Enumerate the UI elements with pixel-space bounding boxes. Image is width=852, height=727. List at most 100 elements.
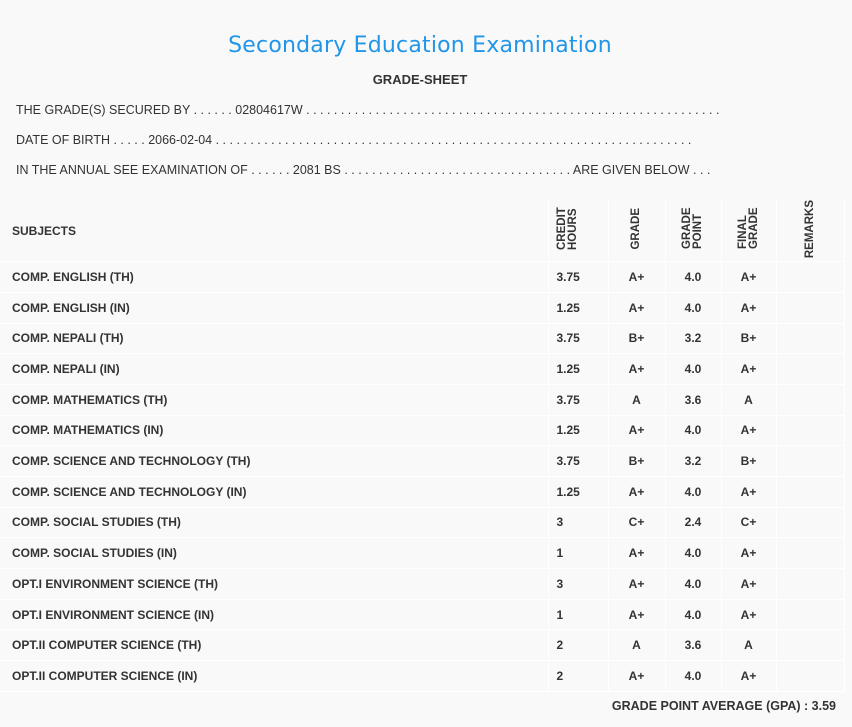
grade-cell: A+ (608, 599, 666, 631)
final-grade-cell: A+ (721, 261, 777, 293)
table-row: COMP. SOCIAL STUDIES (IN) 1 A+ 4.0 A+ (0, 537, 845, 570)
subject-cell: COMP. SOCIAL STUDIES (IN) (0, 537, 549, 570)
grade-cell: A+ (608, 660, 666, 692)
gpa-summary: GRADE POINT AVERAGE (GPA) : 3.59 (611, 699, 836, 713)
credit-hours-cell: 3 (548, 507, 609, 539)
grade-cell: A+ (608, 476, 666, 508)
remarks-cell (776, 353, 845, 385)
credit-hours-cell: 3.75 (548, 445, 609, 477)
grade-table: SUBJECTS CREDIT HOURS GRADE GRADE POINT … (0, 200, 845, 692)
subject-cell: COMP. SCIENCE AND TECHNOLOGY (IN) (0, 476, 549, 508)
table-row: OPT.II COMPUTER SCIENCE (IN) 2 A+ 4.0 A+ (0, 660, 845, 692)
header-credit-hours: CREDIT HOURS (548, 200, 609, 263)
credit-hours-cell: 3.75 (548, 384, 609, 416)
header-grade-point: GRADE POINT (665, 200, 722, 263)
remarks-cell (776, 568, 845, 600)
grade-cell: B+ (608, 445, 666, 477)
header-final-grade: FINAL GRADE (721, 200, 777, 263)
table-row: OPT.II COMPUTER SCIENCE (TH) 2 A 3.6 A (0, 629, 845, 662)
header-grade-point-text: GRADE POINT (681, 207, 704, 250)
grade-point-cell: 3.6 (665, 384, 722, 416)
remarks-cell (776, 507, 845, 539)
table-row: OPT.I ENVIRONMENT SCIENCE (TH) 3 A+ 4.0 A+ (0, 568, 845, 600)
grade-cell: A+ (608, 537, 666, 570)
subject-cell: COMP. MATHEMATICS (TH) (0, 384, 549, 416)
grade-cell: A (608, 384, 666, 416)
header-remarks-text: REMARKS (803, 200, 816, 259)
table-row: COMP. MATHEMATICS (IN) 1.25 A+ 4.0 A+ (0, 415, 845, 447)
table-header-row: SUBJECTS CREDIT HOURS GRADE GRADE POINT … (0, 200, 845, 263)
credit-hours-cell: 3 (548, 568, 609, 600)
subject-cell: COMP. ENGLISH (IN) (0, 292, 549, 324)
final-grade-cell: A+ (721, 353, 777, 385)
subject-cell: OPT.I ENVIRONMENT SCIENCE (IN) (0, 599, 549, 631)
final-grade-cell: A+ (721, 292, 777, 324)
final-grade-cell: C+ (721, 507, 777, 539)
final-grade-cell: A+ (721, 476, 777, 508)
table-row: COMP. SOCIAL STUDIES (TH) 3 C+ 2.4 C+ (0, 507, 845, 539)
remarks-cell (776, 384, 845, 416)
remarks-cell (776, 476, 845, 508)
table-row: COMP. MATHEMATICS (TH) 3.75 A 3.6 A (0, 384, 845, 416)
grade-cell: A+ (608, 568, 666, 600)
credit-hours-cell: 1 (548, 537, 609, 570)
grade-cell: A+ (608, 353, 666, 385)
remarks-cell (776, 323, 845, 355)
final-grade-cell: B+ (721, 323, 777, 355)
remarks-cell (776, 445, 845, 477)
credit-hours-cell: 1 (548, 599, 609, 631)
remarks-cell (776, 292, 845, 324)
subject-cell: COMP. ENGLISH (TH) (0, 261, 549, 293)
credit-hours-cell: 1.25 (548, 476, 609, 508)
header-grade-text: GRADE (630, 208, 642, 250)
exam-year-line: IN THE ANNUAL SEE EXAMINATION OF . . . .… (16, 163, 711, 177)
grade-cell: C+ (608, 507, 666, 539)
final-grade-cell: A+ (721, 415, 777, 447)
grade-point-cell: 4.0 (665, 353, 722, 385)
grade-point-cell: 4.0 (665, 660, 722, 692)
header-final-grade-text: FINAL GRADE (736, 207, 760, 250)
credit-hours-cell: 1.25 (548, 353, 609, 385)
grade-cell: A+ (608, 292, 666, 324)
remarks-cell (776, 415, 845, 447)
subject-cell: OPT.I ENVIRONMENT SCIENCE (TH) (0, 568, 549, 600)
header-credit-hours-text: CREDIT HOURS (555, 207, 579, 251)
final-grade-cell: A (721, 629, 777, 662)
remarks-cell (776, 660, 845, 692)
remarks-cell (776, 261, 845, 293)
header-remarks: REMARKS (776, 200, 845, 263)
table-row: COMP. ENGLISH (TH) 3.75 A+ 4.0 A+ (0, 261, 845, 293)
grade-sheet-heading: GRADE-SHEET (372, 72, 468, 87)
table-row: COMP. NEPALI (IN) 1.25 A+ 4.0 A+ (0, 353, 845, 385)
credit-hours-cell: 3.75 (548, 261, 609, 293)
grade-cell: B+ (608, 323, 666, 355)
remarks-cell (776, 599, 845, 631)
final-grade-cell: A+ (721, 568, 777, 600)
table-row: COMP. NEPALI (TH) 3.75 B+ 3.2 B+ (0, 323, 845, 355)
final-grade-cell: A (721, 384, 777, 416)
subject-cell: OPT.II COMPUTER SCIENCE (IN) (0, 660, 549, 692)
credit-hours-cell: 2 (548, 660, 609, 692)
grade-point-cell: 2.4 (665, 507, 722, 539)
final-grade-cell: A+ (721, 660, 777, 692)
credit-hours-cell: 1.25 (548, 415, 609, 447)
credit-hours-cell: 3.75 (548, 323, 609, 355)
date-of-birth-line: DATE OF BIRTH . . . . . 2066-02-04 . . .… (16, 133, 692, 147)
header-subjects: SUBJECTS (0, 200, 549, 263)
subject-cell: OPT.II COMPUTER SCIENCE (TH) (0, 629, 549, 662)
grade-point-cell: 4.0 (665, 537, 722, 570)
remarks-cell (776, 537, 845, 570)
table-row: COMP. SCIENCE AND TECHNOLOGY (IN) 1.25 A+ 4… (0, 476, 845, 508)
subject-cell: COMP. SCIENCE AND TECHNOLOGY (TH) (0, 445, 549, 477)
header-grade: GRADE (608, 200, 666, 263)
grade-point-cell: 4.0 (665, 476, 722, 508)
final-grade-cell: A+ (721, 599, 777, 631)
grade-cell: A+ (608, 415, 666, 447)
grade-point-cell: 4.0 (665, 599, 722, 631)
grade-point-cell: 4.0 (665, 292, 722, 324)
grade-point-cell: 4.0 (665, 415, 722, 447)
table-row: OPT.I ENVIRONMENT SCIENCE (IN) 1 A+ 4.0 A+ (0, 599, 845, 631)
final-grade-cell: A+ (721, 537, 777, 570)
grade-cell: A (608, 629, 666, 662)
table-row: COMP. ENGLISH (IN) 1.25 A+ 4.0 A+ (0, 292, 845, 324)
